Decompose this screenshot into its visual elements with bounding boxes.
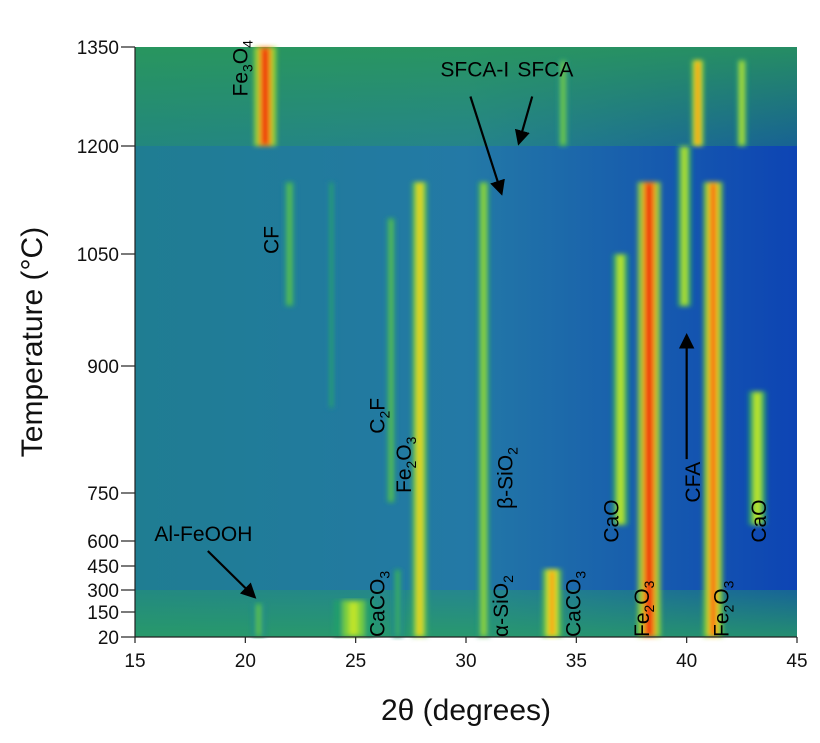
phase-label-al-feooh: Al-FeOOH bbox=[154, 523, 252, 546]
band-core bbox=[561, 62, 565, 145]
band-17 bbox=[392, 569, 403, 637]
y-tick-label-750: 750 bbox=[87, 484, 119, 505]
x-axis-title: 2θ (degrees) bbox=[381, 694, 551, 727]
band-7 bbox=[557, 60, 569, 147]
phase-label-fe2o3-low-left: Fe2O3 bbox=[631, 580, 657, 637]
phase-label-alpha-sio2: α-SiO2 bbox=[490, 575, 516, 637]
y-tick-label-450: 450 bbox=[87, 557, 119, 578]
band-core bbox=[696, 62, 700, 145]
band-core bbox=[740, 62, 743, 145]
band-core bbox=[482, 184, 486, 635]
band-3 bbox=[385, 218, 397, 503]
y-tick-label-300: 300 bbox=[87, 581, 119, 602]
band-14 bbox=[748, 391, 767, 525]
phase-label-cfa: CFA bbox=[682, 462, 705, 503]
phase-label-sfca: SFCA bbox=[517, 59, 573, 82]
band-6 bbox=[542, 569, 562, 637]
band-core bbox=[646, 184, 652, 635]
band-16 bbox=[333, 600, 374, 637]
y-tick-label-1200: 1200 bbox=[77, 137, 119, 158]
band-12 bbox=[703, 182, 723, 637]
phase-label-fe3o4: Fe3O4 bbox=[230, 40, 256, 97]
x-tick-label-40: 40 bbox=[676, 651, 697, 672]
band-4 bbox=[411, 182, 428, 637]
band-core bbox=[682, 148, 687, 305]
arrow-al-feooh bbox=[207, 550, 257, 599]
phase-label-fe2o3-low-right: Fe2O3 bbox=[711, 580, 737, 637]
band-core bbox=[389, 220, 393, 501]
phase-label-caco3-left: CaCO3 bbox=[366, 571, 392, 637]
diffraction-bands bbox=[251, 47, 767, 637]
arrow-sfca-i bbox=[469, 96, 505, 196]
annotation-arrows bbox=[207, 96, 695, 599]
phase-label-c2f: C2F bbox=[366, 398, 392, 434]
y-tick-label-900: 900 bbox=[87, 357, 119, 378]
band-0 bbox=[254, 47, 277, 146]
band-core bbox=[417, 184, 422, 635]
x-tick-label-35: 35 bbox=[566, 651, 587, 672]
band-core bbox=[349, 602, 358, 635]
arrow-sfca bbox=[514, 96, 534, 146]
band-core bbox=[330, 184, 333, 407]
band-5 bbox=[477, 182, 490, 637]
low-temp-region bbox=[135, 590, 797, 637]
x-tick-label-20: 20 bbox=[235, 651, 256, 672]
y-axis-title: Temperature (°C) bbox=[16, 227, 49, 457]
band-core bbox=[711, 184, 716, 635]
band-core bbox=[755, 393, 760, 523]
x-tick-label-45: 45 bbox=[786, 651, 807, 672]
phase-label-cf: CF bbox=[260, 226, 283, 254]
band-13 bbox=[736, 60, 748, 147]
y-tick-label-20: 20 bbox=[98, 628, 119, 649]
y-tick-label-1050: 1050 bbox=[77, 245, 119, 266]
band-10 bbox=[677, 146, 692, 307]
band-core bbox=[288, 184, 291, 305]
high-temp-region bbox=[135, 47, 797, 146]
band-core bbox=[396, 571, 399, 635]
band-9 bbox=[637, 182, 661, 637]
x-axis: 15 20 25 30 35 40 45 bbox=[124, 636, 808, 672]
phase-label-fe2o3-mid: Fe2O3 bbox=[393, 436, 419, 493]
x-tick-label-25: 25 bbox=[345, 651, 366, 672]
band-core bbox=[262, 49, 268, 144]
band-core bbox=[549, 571, 555, 635]
phase-label-sfca-i: SFCA-I bbox=[440, 59, 509, 82]
y-tick-label-600: 600 bbox=[87, 532, 119, 553]
phase-label-cao-right: CaO bbox=[748, 499, 771, 542]
y-tick-label-150: 150 bbox=[87, 603, 119, 624]
band-core bbox=[257, 605, 261, 635]
band-11 bbox=[691, 60, 704, 147]
x-tick-label-15: 15 bbox=[124, 651, 145, 672]
band-2 bbox=[326, 182, 336, 409]
phase-label-caco3-right: CaCO3 bbox=[563, 571, 589, 637]
band-core bbox=[618, 256, 623, 523]
y-tick-label-1350: 1350 bbox=[77, 38, 119, 59]
band-8 bbox=[612, 254, 629, 525]
x-tick-label-30: 30 bbox=[455, 651, 476, 672]
band-15 bbox=[251, 603, 266, 637]
phase-label-cao-left: CaO bbox=[600, 499, 623, 542]
phase-label-beta-sio2: β-SiO2 bbox=[494, 447, 520, 509]
band-1 bbox=[283, 182, 296, 307]
